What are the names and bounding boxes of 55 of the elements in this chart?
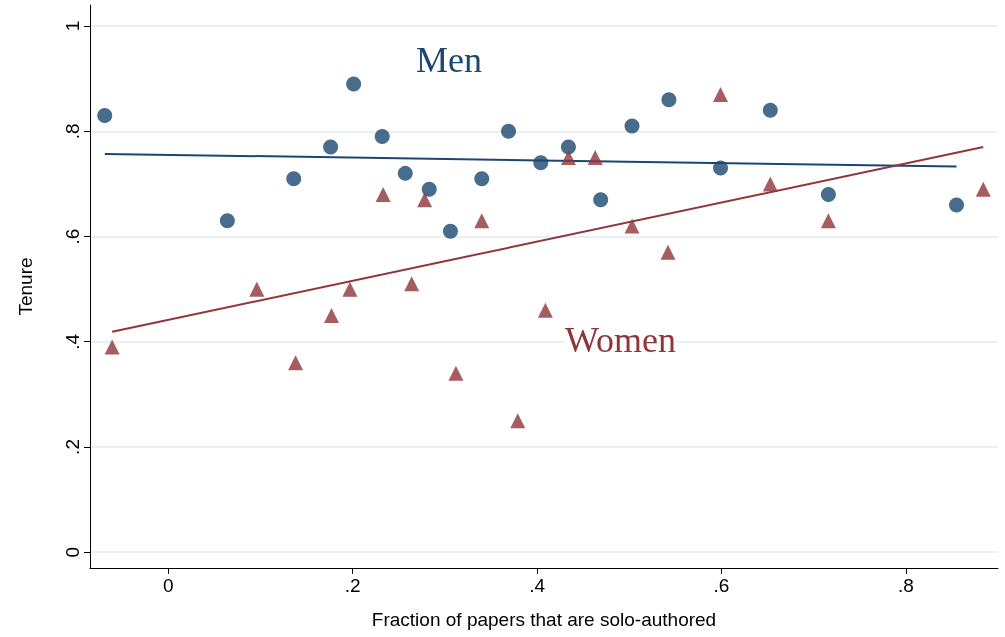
x-tick-label: .8 bbox=[897, 575, 914, 596]
point bbox=[661, 92, 677, 108]
point bbox=[820, 186, 836, 202]
point bbox=[510, 413, 526, 429]
point bbox=[288, 355, 304, 371]
point bbox=[104, 339, 120, 355]
point bbox=[442, 223, 458, 239]
y-tick-label: .2 bbox=[62, 439, 83, 455]
point bbox=[417, 192, 433, 208]
point bbox=[820, 213, 836, 229]
y-tick-label: .4 bbox=[62, 333, 83, 350]
point bbox=[560, 139, 576, 155]
point bbox=[762, 176, 778, 192]
series-label: Women bbox=[565, 320, 677, 360]
point bbox=[587, 150, 603, 166]
point bbox=[560, 150, 576, 166]
point bbox=[97, 108, 113, 123]
point bbox=[593, 192, 609, 208]
point bbox=[501, 123, 517, 139]
y-tick-label: .8 bbox=[62, 123, 83, 140]
point bbox=[249, 281, 265, 297]
point bbox=[286, 171, 302, 187]
series-label: Men bbox=[416, 40, 482, 80]
point bbox=[713, 86, 729, 102]
point bbox=[342, 281, 358, 297]
y-tick-label: 1 bbox=[62, 20, 83, 32]
x-tick-label: 0 bbox=[163, 575, 174, 596]
y-axis-title: Tenure bbox=[15, 257, 36, 316]
x-tick-label: .6 bbox=[713, 575, 730, 596]
y-tick-label: .6 bbox=[62, 228, 83, 245]
point bbox=[975, 181, 991, 197]
point bbox=[474, 171, 490, 187]
x-axis-title: Fraction of papers that are solo-authored bbox=[371, 609, 717, 630]
point bbox=[397, 165, 413, 181]
point bbox=[713, 160, 729, 176]
x-tick-label: .4 bbox=[529, 575, 546, 596]
point bbox=[448, 365, 464, 381]
point bbox=[474, 213, 490, 229]
point bbox=[375, 186, 391, 202]
point bbox=[324, 307, 340, 323]
point bbox=[660, 244, 676, 260]
point bbox=[323, 139, 339, 155]
point bbox=[533, 155, 549, 171]
point bbox=[624, 118, 640, 134]
point bbox=[762, 102, 778, 118]
y-tick-label: 0 bbox=[62, 546, 83, 558]
point bbox=[421, 181, 437, 197]
point bbox=[624, 218, 640, 234]
point bbox=[219, 213, 235, 229]
point bbox=[537, 302, 553, 318]
point bbox=[404, 276, 420, 292]
point bbox=[346, 76, 362, 92]
x-tick-label: .2 bbox=[344, 575, 361, 596]
point bbox=[949, 197, 965, 213]
point bbox=[374, 129, 390, 145]
